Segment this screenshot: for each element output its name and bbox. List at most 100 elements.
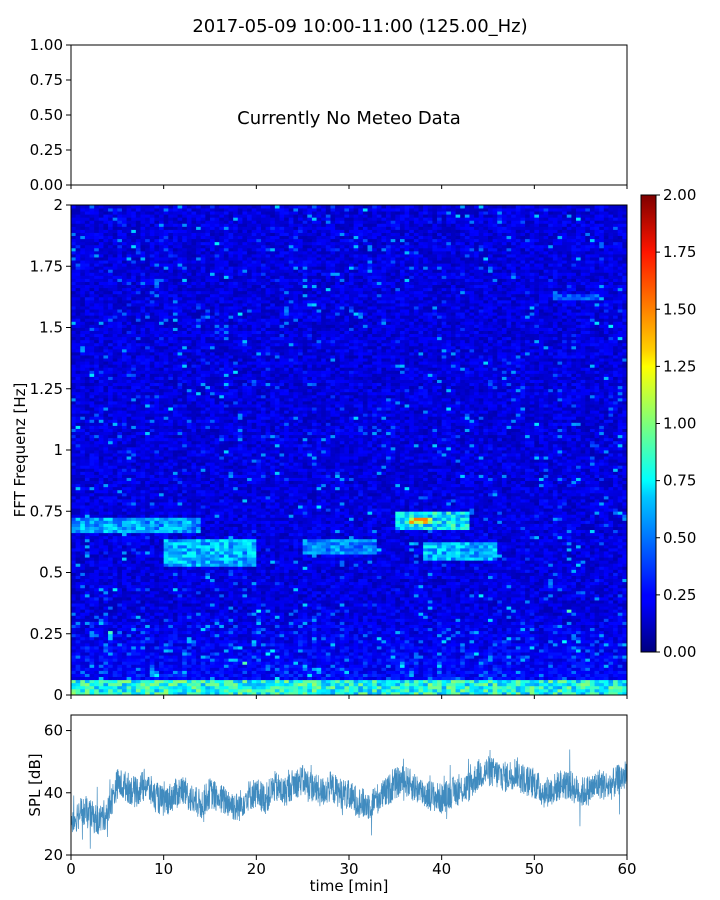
spectrogram-cell — [71, 383, 76, 386]
spectrogram-cell — [187, 251, 192, 254]
spectrogram-cell — [80, 631, 85, 634]
spectrogram-cell — [85, 346, 90, 349]
spectrogram-cell — [80, 386, 85, 389]
spectrogram-cell — [191, 432, 196, 435]
spectrogram-cell — [141, 496, 146, 499]
spectrogram-cell — [154, 248, 159, 251]
spectrogram-cell — [145, 493, 150, 496]
spectrogram-cell — [191, 563, 196, 566]
spectrogram-cell — [164, 435, 169, 438]
spectrogram-cell — [205, 429, 210, 432]
spectrogram-cell — [187, 211, 192, 214]
spectrogram-cell — [122, 667, 127, 670]
spectrogram-cell — [191, 468, 196, 471]
spectrogram-cell — [168, 343, 173, 346]
spectrogram-cell — [117, 591, 122, 594]
spectrogram-cell — [85, 398, 90, 401]
spectrogram-cell — [182, 646, 187, 649]
spectrogram-cell — [196, 566, 201, 569]
spectrogram-cell — [201, 426, 206, 429]
spectrogram-cell — [141, 220, 146, 223]
spectrogram-cell — [122, 560, 127, 563]
spectrogram-cell — [187, 524, 192, 527]
spectrogram-cell — [154, 239, 159, 242]
spectrogram-cell — [154, 410, 159, 413]
spectrogram-cell — [182, 309, 187, 312]
spectrogram-cell — [145, 315, 150, 318]
spectrogram-cell — [205, 410, 210, 413]
spectrogram-cell — [182, 450, 187, 453]
spectrogram-cell — [201, 563, 206, 566]
spectrogram-cell — [141, 502, 146, 505]
spectrogram-cell — [182, 242, 187, 245]
spectrogram-cell — [182, 291, 187, 294]
spectrogram-cell — [85, 419, 90, 422]
spectrogram-cell — [168, 331, 173, 334]
spectrogram-cell — [117, 615, 122, 618]
spectrogram-cell — [90, 236, 95, 239]
spectrogram-cell — [159, 625, 164, 628]
spectrogram-cell — [127, 380, 132, 383]
spectrogram-cell — [108, 615, 113, 618]
spectrogram-cell — [205, 566, 210, 569]
spectrogram-cell — [80, 410, 85, 413]
spectrogram-cell — [191, 539, 196, 542]
spectrogram-cell — [141, 545, 146, 548]
spectrogram-cell — [178, 450, 183, 453]
spectrogram-cell — [187, 548, 192, 551]
spectrogram-cell — [71, 579, 76, 582]
spectrogram-cell — [103, 478, 108, 481]
spectrogram-cell — [131, 444, 136, 447]
spectrogram-cell — [127, 407, 132, 410]
spectrogram-cell — [136, 609, 141, 612]
spectrogram-cell — [145, 352, 150, 355]
spectrogram-cell — [136, 505, 141, 508]
spectrogram-cell — [159, 297, 164, 300]
spectrogram-cell — [76, 533, 81, 536]
spectrogram-cell — [136, 606, 141, 609]
spectrogram-cell — [178, 435, 183, 438]
spectrogram-cell — [187, 459, 192, 462]
spectrogram-cell — [196, 545, 201, 548]
spectrogram-cell — [141, 282, 146, 285]
spectrogram-cell — [182, 625, 187, 628]
spectrogram-cell — [108, 426, 113, 429]
spectrogram-cell — [127, 404, 132, 407]
spectrogram-cell — [85, 643, 90, 646]
spectrogram-cell — [201, 600, 206, 603]
spectrogram-cell — [145, 404, 150, 407]
spectrogram-cell — [80, 260, 85, 263]
spectrogram-cell — [136, 251, 141, 254]
spectrogram-cell — [80, 318, 85, 321]
spectrogram-cell — [196, 306, 201, 309]
spectrogram-cell — [154, 554, 159, 557]
spectrogram-cell — [141, 205, 146, 208]
spectrogram-cell — [90, 468, 95, 471]
spectrogram-cell — [127, 637, 132, 640]
spectrogram-cell — [131, 398, 136, 401]
spectrogram-cell — [127, 334, 132, 337]
spectrogram-cell — [94, 508, 99, 511]
spectrogram-cell — [80, 230, 85, 233]
spectrogram-cell — [71, 211, 76, 214]
spectrogram-cell — [80, 407, 85, 410]
spectrogram-cell — [103, 324, 108, 327]
spectrogram-cell — [178, 217, 183, 220]
spectrogram-cell — [205, 634, 210, 637]
spectrogram-cell — [103, 334, 108, 337]
spectrogram-cell — [141, 640, 146, 643]
spectrogram-cell — [201, 649, 206, 652]
spectrogram-cell — [196, 683, 201, 686]
spectrogram-cell — [150, 306, 155, 309]
spectrogram-cell — [154, 413, 159, 416]
spectrogram-cell — [159, 401, 164, 404]
spectrogram-cell — [191, 517, 196, 520]
spectrogram-cell — [182, 251, 187, 254]
spectrogram-cell — [168, 640, 173, 643]
spectrogram-cell — [99, 511, 104, 514]
spectrogram-cell — [131, 579, 136, 582]
spectrogram-cell — [173, 413, 178, 416]
spectrogram-cell — [205, 334, 210, 337]
spectrogram-cell — [168, 285, 173, 288]
spectrogram-cell — [141, 300, 146, 303]
